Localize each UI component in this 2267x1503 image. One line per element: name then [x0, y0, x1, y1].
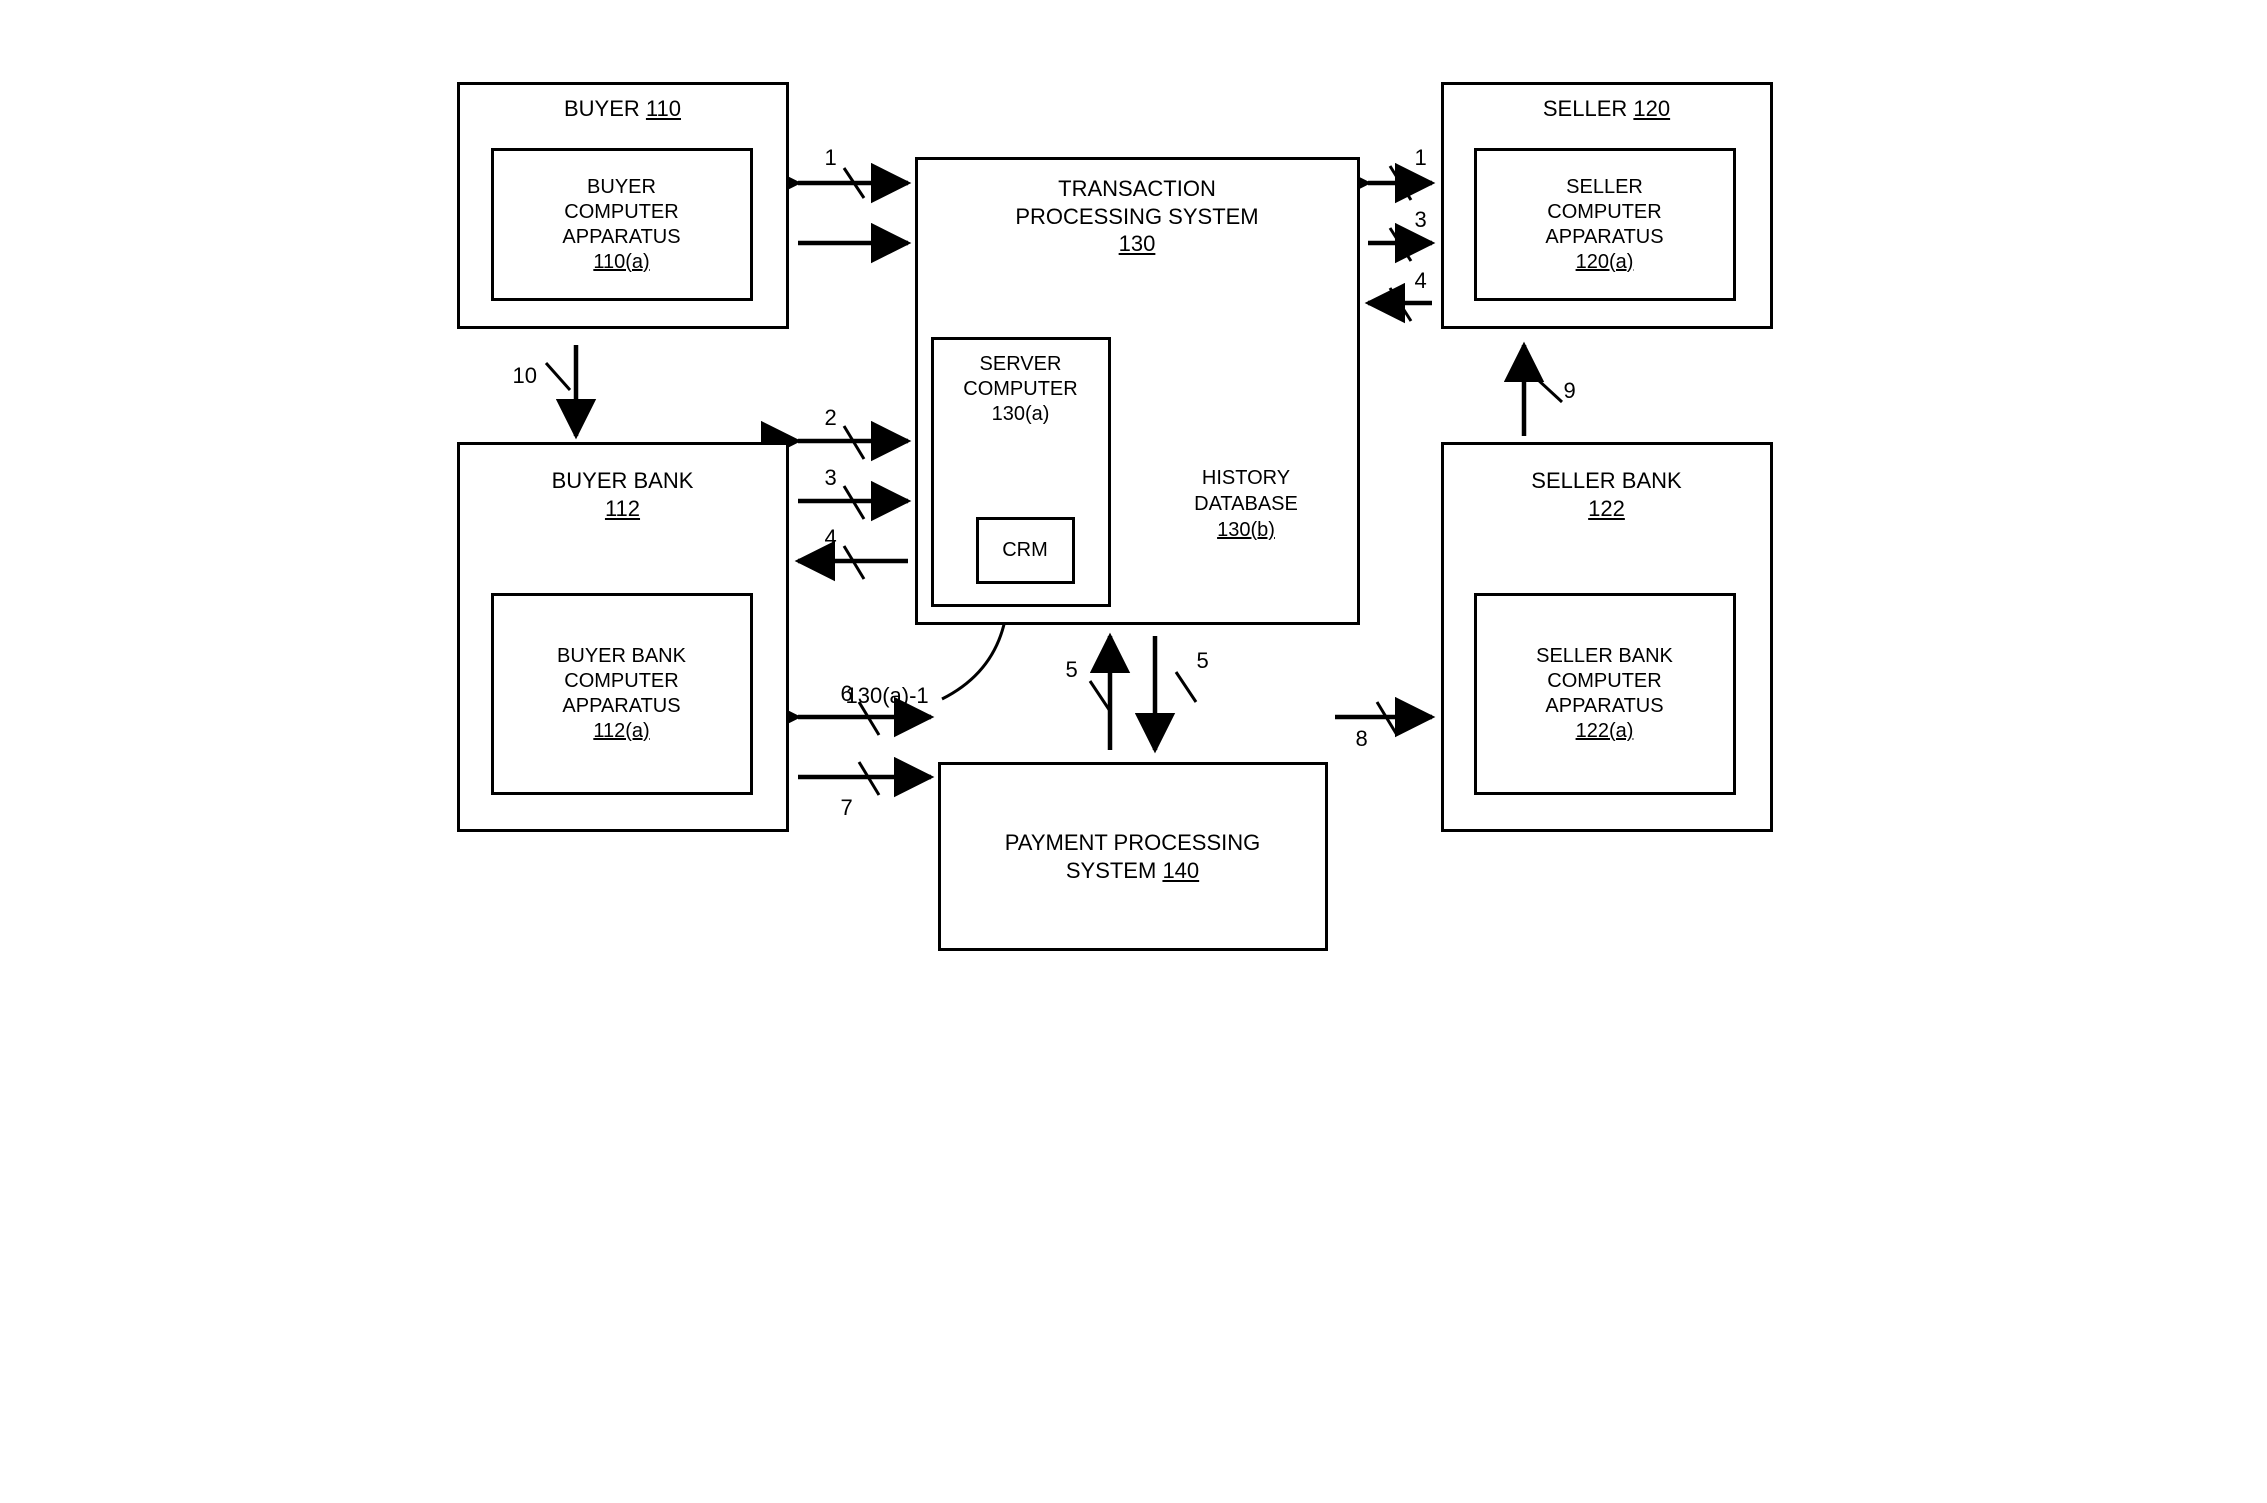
seller-ca-label: SELLER COMPUTER APPARATUS 120(a): [1545, 175, 1663, 275]
seller-ca-box: SELLER COMPUTER APPARATUS 120(a): [1474, 148, 1736, 301]
crm-box: CRM: [976, 517, 1075, 584]
edge-label-3R: 3: [1415, 207, 1427, 233]
edge-label-1L: 1: [825, 145, 837, 171]
buyer-bank-title: BUYER BANK112: [460, 467, 786, 522]
tps-title: TRANSACTION PROCESSING SYSTEM 130: [918, 175, 1357, 258]
edge-label-4L: 4: [825, 525, 837, 551]
pps-box: PAYMENT PROCESSING SYSTEM 140: [938, 762, 1328, 951]
edge-label-7: 7: [841, 795, 853, 821]
edge-label-2: 2: [825, 405, 837, 431]
history-db-label: HISTORY DATABASE 130(b): [1164, 465, 1329, 543]
diagram-canvas: BUYER 110 BUYER COMPUTER APPARATUS 110(a…: [384, 0, 1884, 995]
buyer-bank-ca-label: BUYER BANK COMPUTER APPARATUS 112(a): [557, 644, 686, 744]
edge-label-10: 10: [513, 363, 537, 389]
server-label: SERVER COMPUTER 130(a): [934, 352, 1108, 427]
edge-label-4R: 4: [1415, 268, 1427, 294]
edge-label-3L: 3: [825, 465, 837, 491]
edge-label-9: 9: [1564, 378, 1576, 404]
pps-title: PAYMENT PROCESSING SYSTEM 140: [1005, 829, 1261, 884]
buyer-title: BUYER 110: [460, 95, 786, 123]
edge-label-8: 8: [1356, 726, 1368, 752]
edge-label-1R: 1: [1415, 145, 1427, 171]
buyer-ca-box: BUYER COMPUTER APPARATUS 110(a): [491, 148, 753, 301]
buyer-ca-label: BUYER COMPUTER APPARATUS 110(a): [562, 175, 680, 275]
seller-bank-ca-box: SELLER BANK COMPUTER APPARATUS 122(a): [1474, 593, 1736, 795]
crm-ref-callout: 130(a)-1: [846, 683, 929, 709]
seller-bank-ca-label: SELLER BANK COMPUTER APPARATUS 122(a): [1536, 644, 1673, 744]
crm-label: CRM: [1002, 538, 1048, 563]
seller-title: SELLER 120: [1444, 95, 1770, 123]
seller-bank-title: SELLER BANK122: [1444, 467, 1770, 522]
buyer-bank-ca-box: BUYER BANK COMPUTER APPARATUS 112(a): [491, 593, 753, 795]
edge-label-5a: 5: [1066, 657, 1078, 683]
edge-label-5b: 5: [1197, 648, 1209, 674]
